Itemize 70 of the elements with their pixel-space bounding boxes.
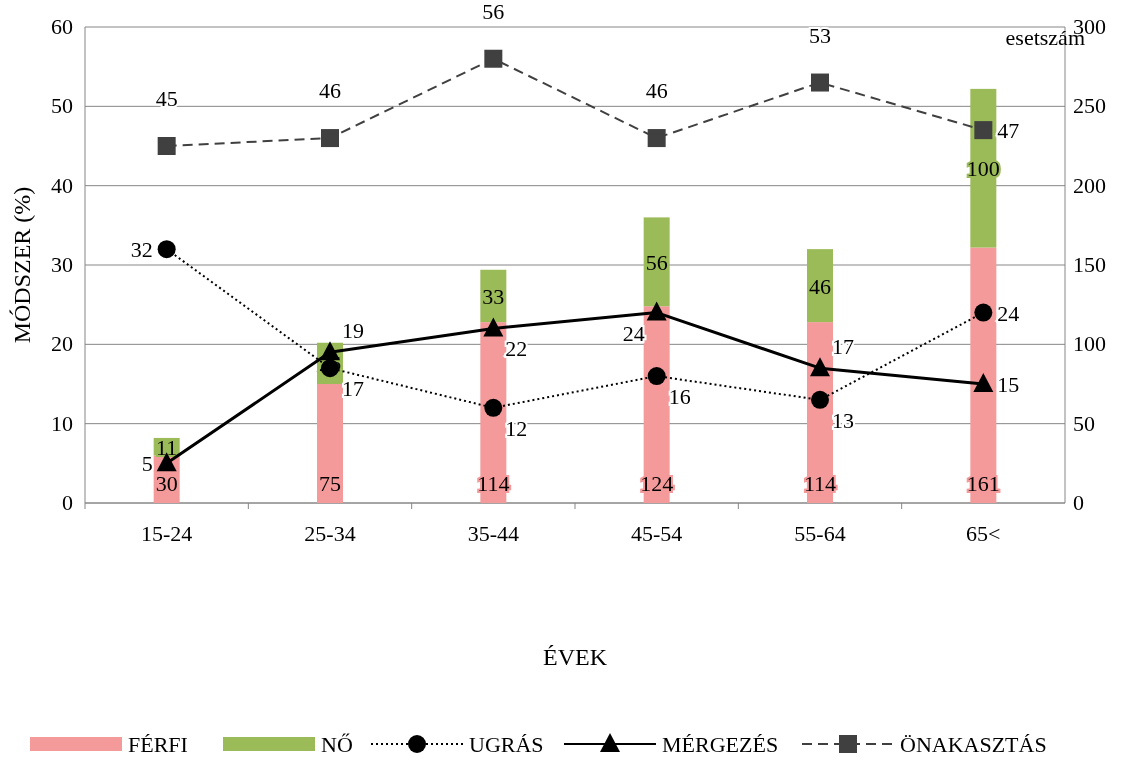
data-label: 124 — [640, 471, 674, 496]
x-tick-label: 15-24 — [141, 521, 193, 546]
y2-tick-label: 150 — [1073, 252, 1106, 277]
y2-tick-label: 200 — [1073, 172, 1106, 198]
data-label: 22 — [505, 336, 528, 362]
data-label: 11 — [156, 434, 178, 460]
data-label: 5 — [141, 451, 153, 477]
data-label: 114 — [477, 471, 510, 496]
point — [974, 121, 993, 140]
y-axis-title: MÓDSZER (%) — [9, 186, 35, 344]
legend-label: UGRÁS — [469, 732, 544, 757]
data-label: 30 — [155, 471, 178, 496]
y2-tick-label: 0 — [1073, 490, 1084, 515]
x-tick-label: 25-34 — [304, 521, 356, 546]
legend-label: NŐ — [321, 732, 353, 757]
point — [157, 137, 176, 155]
data-label: 114 — [803, 471, 837, 496]
x-tick-label: 65< — [966, 521, 1001, 546]
y-tick-label: 50 — [51, 93, 73, 119]
y-tick-label: 10 — [51, 410, 73, 436]
x-tick-label: 35-44 — [467, 521, 519, 546]
data-label: 24 — [622, 320, 645, 346]
point — [647, 129, 666, 148]
point — [811, 390, 829, 409]
data-label: 17 — [832, 334, 854, 360]
data-label: 15 — [997, 372, 1020, 397]
data-label: 47 — [997, 118, 1020, 144]
y-tick-label: 40 — [51, 172, 73, 198]
bar — [970, 247, 997, 503]
y-tick-label: 0 — [62, 490, 73, 515]
data-label: 53 — [809, 22, 831, 48]
y2-tick-label: 100 — [1073, 331, 1106, 357]
point — [646, 301, 667, 321]
point — [811, 73, 829, 92]
data-label: 12 — [505, 415, 528, 441]
data-label: 32 — [130, 237, 153, 263]
data-label: 46 — [645, 78, 668, 104]
data-label: 33 — [482, 283, 505, 309]
data-label: 45 — [155, 86, 178, 111]
data-label: 75 — [319, 471, 341, 496]
data-label: 161 — [966, 471, 1000, 496]
x-tick-label: 55-64 — [794, 521, 846, 546]
point — [974, 303, 993, 322]
data-label: 13 — [832, 407, 854, 433]
point — [647, 367, 666, 386]
point — [484, 49, 503, 68]
data-label: 46 — [809, 273, 831, 299]
legend-label: MÉRGEZÉS — [662, 732, 779, 757]
y2-tick-label: 250 — [1073, 93, 1106, 119]
point — [810, 357, 830, 377]
data-label: 56 — [645, 249, 668, 275]
point — [321, 129, 339, 148]
point — [484, 398, 503, 417]
x-tick-label: 45-54 — [631, 521, 683, 546]
y-tick-label: 30 — [51, 252, 73, 277]
y2-tick-label: 50 — [1073, 410, 1095, 436]
legend-label: FÉRFI — [128, 732, 188, 757]
point — [157, 240, 176, 259]
x-axis-title: ÉVEK — [543, 644, 608, 670]
data-label: 16 — [668, 384, 691, 410]
data-label: 17 — [342, 376, 364, 402]
y-tick-label: 20 — [51, 331, 73, 357]
y-tick-label: 60 — [51, 14, 73, 39]
data-label: 46 — [319, 78, 341, 104]
data-label: 19 — [342, 318, 364, 344]
legend-label: ÖNAKASZTÁS — [900, 732, 1047, 757]
data-label: 24 — [997, 300, 1020, 326]
data-label: 56 — [482, 0, 505, 24]
point — [973, 373, 994, 392]
point — [483, 317, 504, 337]
